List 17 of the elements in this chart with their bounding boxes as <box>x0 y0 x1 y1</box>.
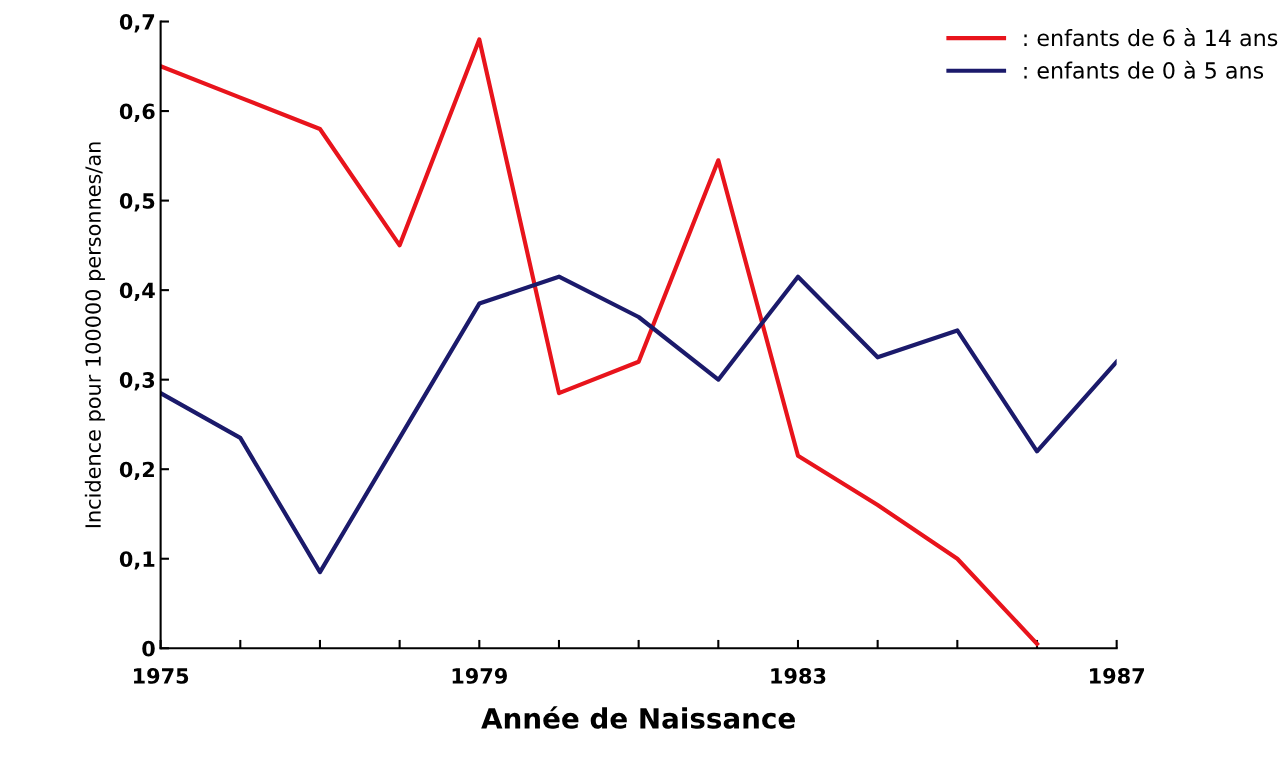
y-tick-label: 0,5 <box>119 193 155 212</box>
y-tick-label: 0,2 <box>119 461 154 481</box>
x-tick-label: 1983 <box>771 668 826 684</box>
x-tick-label: 1979 <box>452 668 507 684</box>
legend-label: : enfants de 6 à 14 ans <box>1024 28 1278 47</box>
y-tick-label: 0,1 <box>119 551 155 570</box>
x-axis-title: Année de Naissance <box>481 706 795 729</box>
x-tick-label: 1975 <box>133 668 189 684</box>
y-tick-label: 0,6 <box>119 103 155 122</box>
y-tick-label: 0,4 <box>119 282 155 302</box>
line-series <box>160 274 1117 575</box>
legend-label: : enfants de 0 à 5 ans <box>1024 60 1264 79</box>
y-tick-label: 0 <box>142 640 155 657</box>
y-tick-label: 0,7 <box>119 13 155 33</box>
y-axis-title: Incidence pour 100000 personnes/an <box>84 142 105 528</box>
y-tick-label: 0,3 <box>119 372 155 391</box>
x-tick-label: 1987 <box>1090 668 1144 684</box>
